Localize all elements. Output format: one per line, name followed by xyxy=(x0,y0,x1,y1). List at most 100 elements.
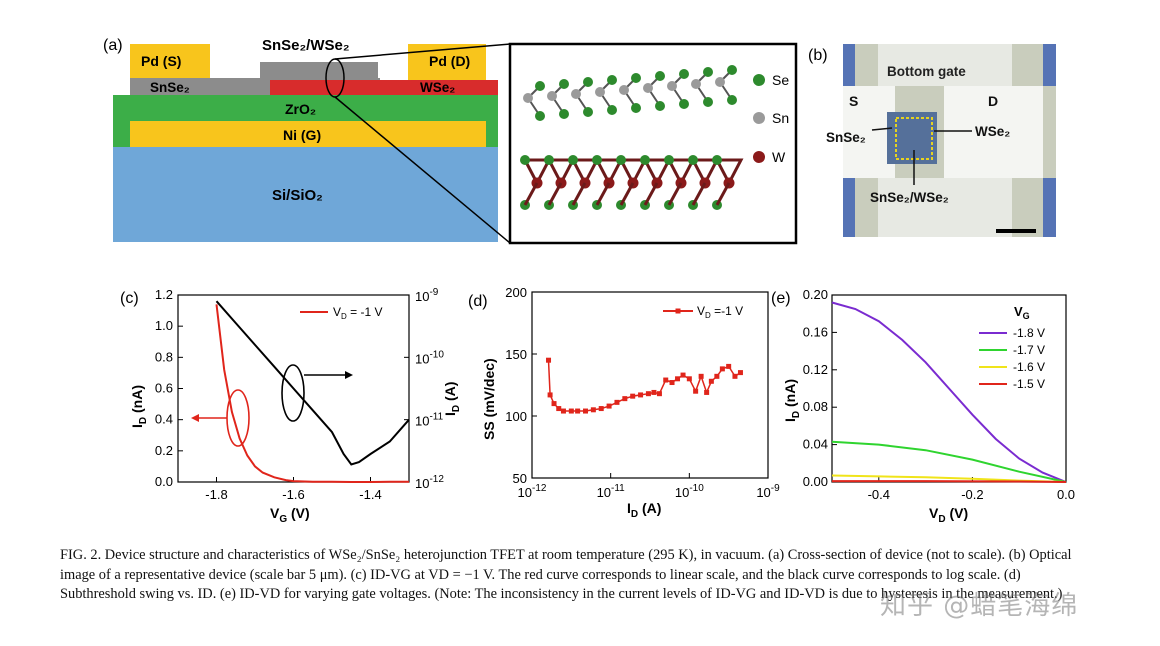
wse2-bond xyxy=(643,182,659,206)
se-atom xyxy=(688,155,698,165)
zoom-line-bottom xyxy=(334,96,511,244)
sn-atom xyxy=(547,91,557,101)
chart-e-xtick-label: -0.2 xyxy=(961,487,983,502)
sio2-label: Si/SiO₂ xyxy=(272,187,323,204)
wse2-bond xyxy=(571,182,587,206)
caption-text: FIG. 2. Device structure and characteris… xyxy=(60,547,1072,602)
wse2-bond xyxy=(547,182,563,206)
chart-c-ytick-right-label: 10-12 xyxy=(415,474,444,491)
electrode-blue-tr xyxy=(1043,44,1056,86)
wse2-bond xyxy=(642,158,672,187)
panel-a-label: (a) xyxy=(103,37,123,54)
se-atom xyxy=(640,155,650,165)
chart-e-series xyxy=(831,301,1067,483)
sn-atom xyxy=(595,87,605,97)
se-atom xyxy=(727,95,737,105)
crystal-structure xyxy=(520,65,744,210)
se-atom xyxy=(703,67,713,77)
chart-d-xtick-label: 10-10 xyxy=(675,483,704,500)
chart-d-point xyxy=(575,408,581,414)
sn-atom xyxy=(715,77,725,87)
sn-atom xyxy=(667,81,677,91)
chart-e-xtick-label: 0.0 xyxy=(1057,487,1075,502)
chart-c-series-linear xyxy=(215,304,410,483)
wse2-bond xyxy=(619,182,635,206)
sn-atom xyxy=(691,79,701,89)
wse2-bond xyxy=(594,158,624,187)
chart-e-legend-label: -1.8 V xyxy=(1013,326,1045,340)
chart-e-series xyxy=(831,440,1067,483)
chart-c-ytick-label: 0.6 xyxy=(155,381,173,396)
chart-d-point xyxy=(719,366,725,372)
sn-legend-label: Sn xyxy=(772,110,789,126)
chart-c-red-ellipse xyxy=(226,389,250,447)
snse2-top-layer xyxy=(260,62,378,78)
ni-gate-layer xyxy=(130,121,486,147)
se-atom xyxy=(607,75,617,85)
chart-c-ytick-label: 1.0 xyxy=(155,318,173,333)
wse2-bond xyxy=(523,182,539,206)
wse2-bond xyxy=(714,158,744,187)
chart-e-legend-label: -1.7 V xyxy=(1013,343,1045,357)
chart-e-ytick-label: 0.20 xyxy=(803,287,828,302)
chart-e-ytick-label: 0.08 xyxy=(803,399,828,414)
chart-d-point xyxy=(630,393,636,399)
chart-d-series-line xyxy=(547,360,741,412)
electrode-blue-bl xyxy=(843,178,855,237)
zoom-line-top xyxy=(334,43,511,60)
se-atom xyxy=(535,111,545,121)
se-atom xyxy=(712,155,722,165)
se-atom xyxy=(631,103,641,113)
snse2-flake-label: SnSe₂ xyxy=(826,130,866,145)
chart-d-point xyxy=(737,370,743,376)
chart-d-ytick-label: 150 xyxy=(505,347,527,362)
chart-d-point xyxy=(686,376,692,382)
chart-d-point xyxy=(651,389,657,395)
drain-electrode xyxy=(944,86,1043,178)
se-atom xyxy=(559,109,569,119)
wse2-label: WSe₂ xyxy=(420,80,455,95)
wse2-bond xyxy=(690,158,720,187)
chart-c-xtick-label: -1.6 xyxy=(282,487,304,502)
chart-d-point xyxy=(590,407,596,413)
chart-e-ytick-label: 0.16 xyxy=(803,324,828,339)
chart-d-point xyxy=(708,378,714,384)
wse2-bond xyxy=(691,182,707,206)
chart-d-point xyxy=(546,357,552,363)
chart-d-point xyxy=(645,391,651,397)
d-electrode-label: D xyxy=(988,93,998,109)
chart-c-ytick-label: 0.4 xyxy=(155,412,173,427)
se-legend-dot xyxy=(753,74,765,86)
chart-d-point xyxy=(598,406,604,412)
se-atom xyxy=(583,107,593,117)
snse2-label: SnSe₂ xyxy=(150,80,190,95)
sn-atom xyxy=(643,83,653,93)
chart-d-point xyxy=(698,373,704,379)
chart-d-point xyxy=(732,373,738,379)
zro2-label: ZrO₂ xyxy=(285,101,316,117)
chart-e-legend-title: VG xyxy=(1014,304,1030,321)
chart-d-point xyxy=(680,372,686,378)
chart-d-frame xyxy=(531,291,769,479)
chart-e-ytick-label: 0.12 xyxy=(803,362,828,377)
se-atom xyxy=(592,155,602,165)
bottom-gate-region xyxy=(878,44,1012,86)
se-atom xyxy=(544,155,554,165)
chart-d-point xyxy=(638,392,644,398)
chart-e-xlabel: VD (V) xyxy=(929,505,968,525)
chart-d-point xyxy=(669,380,675,386)
se-atom xyxy=(559,79,569,89)
chart-c-ytick-right-label: 10-10 xyxy=(415,349,444,366)
w-legend-dot xyxy=(753,151,765,163)
scale-bar xyxy=(996,229,1036,233)
chart-d-ytick-label: 100 xyxy=(505,409,527,424)
chart-e-series xyxy=(832,480,1067,483)
snse2-pointer xyxy=(871,127,893,131)
watermark: 知乎 @蜡笔海绵 xyxy=(880,591,1079,621)
heterojunction-label: SnSe₂/WSe₂ xyxy=(262,37,350,54)
se-atom xyxy=(535,81,545,91)
se-legend-label: Se xyxy=(772,72,789,88)
chart-d-point xyxy=(568,408,574,414)
chart-c-ytick-right-label: 10-11 xyxy=(415,412,444,429)
